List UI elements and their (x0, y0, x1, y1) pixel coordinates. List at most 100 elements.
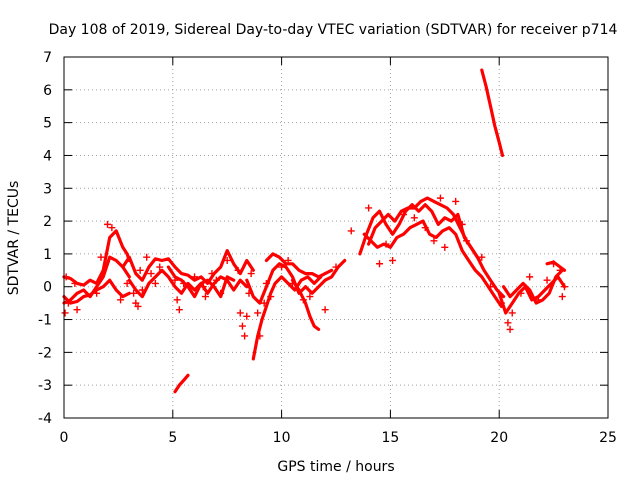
x-tick-label: 15 (381, 430, 399, 446)
x-tick-label: 20 (490, 430, 508, 446)
data-point (117, 296, 125, 304)
data-point (436, 194, 444, 202)
data-tracks (62, 68, 567, 394)
data-point (508, 309, 516, 317)
data-point (217, 289, 225, 297)
data-point (543, 276, 551, 284)
y-tick-label: -2 (38, 345, 52, 361)
y-tick-labels: -4 -3 -2 -1 0 1 2 3 4 5 6 7 (38, 50, 52, 427)
x-tick-label: 5 (168, 430, 177, 446)
data-point (134, 302, 142, 310)
data-point (236, 309, 244, 317)
y-tick-label: 1 (43, 247, 52, 263)
data-point (430, 237, 438, 245)
data-point (191, 273, 199, 281)
data-point (556, 266, 564, 274)
data-point (382, 240, 390, 248)
data-point (243, 312, 251, 320)
y-tick-label: -3 (38, 378, 52, 394)
y-tick-label: 2 (43, 214, 52, 230)
data-point (156, 263, 164, 271)
data-point (173, 296, 181, 304)
y-tick-label: -1 (38, 313, 52, 329)
data-point (208, 270, 216, 278)
data-point (441, 243, 449, 251)
data-point (256, 332, 264, 340)
data-track (121, 249, 255, 285)
data-point (247, 270, 255, 278)
data-point (64, 299, 72, 307)
y-tick-label: 3 (43, 181, 52, 197)
data-point (245, 289, 253, 297)
data-point (288, 279, 296, 287)
data-point (526, 273, 534, 281)
data-point (550, 260, 558, 268)
data-point (123, 279, 131, 287)
data-point (104, 220, 112, 228)
data-track (545, 260, 567, 272)
data-point (143, 253, 151, 261)
data-point (506, 325, 514, 333)
data-track (502, 268, 564, 305)
data-point (497, 299, 505, 307)
x-axis-label: GPS time / hours (277, 459, 394, 475)
data-track (251, 275, 323, 361)
y-tick-label: -4 (38, 411, 52, 427)
data-point (93, 289, 101, 297)
data-point (97, 253, 105, 261)
data-point (238, 322, 246, 330)
data-track (166, 265, 236, 299)
data-point (452, 197, 460, 205)
data-point (560, 283, 568, 291)
data-point (321, 306, 329, 314)
data-point (171, 276, 179, 284)
data-point (517, 289, 525, 297)
data-point (241, 332, 249, 340)
x-tick-label: 10 (273, 430, 291, 446)
data-track (173, 373, 190, 394)
data-point (180, 279, 188, 287)
data-point (376, 260, 384, 268)
data-point (365, 204, 373, 212)
grid-lines (64, 57, 608, 418)
data-point (284, 256, 292, 264)
axis-ticks (63, 56, 609, 419)
y-tick-label: 4 (43, 148, 52, 164)
data-point (332, 263, 340, 271)
x-tick-label: 0 (60, 430, 69, 446)
data-point (262, 279, 270, 287)
data-point (504, 319, 512, 327)
data-track (480, 68, 505, 158)
data-point (136, 266, 144, 274)
data-point (558, 293, 566, 301)
data-point (108, 224, 116, 232)
data-track (367, 196, 482, 263)
data-track (290, 278, 321, 331)
x-tick-label: 25 (599, 430, 617, 446)
data-track (358, 203, 506, 299)
data-point (260, 299, 268, 307)
data-point (234, 266, 242, 274)
data-point (73, 306, 81, 314)
chart-title: Day 108 of 2019, Sidereal Day-to-day VTE… (49, 22, 618, 38)
y-tick-label: 6 (43, 83, 52, 99)
data-point (534, 296, 542, 304)
data-point (212, 276, 220, 284)
data-point (458, 220, 466, 228)
data-point (175, 306, 183, 314)
data-point (299, 296, 307, 304)
data-point (267, 293, 275, 301)
data-point (61, 309, 69, 317)
data-point (486, 283, 494, 291)
data-track (264, 252, 334, 279)
y-axis-label: SDTVAR / TECUs (6, 181, 22, 296)
data-point (138, 286, 146, 294)
y-tick-label: 7 (43, 50, 52, 66)
data-point (278, 263, 286, 271)
data-point (147, 270, 155, 278)
data-track (62, 255, 131, 305)
data-point (463, 237, 471, 245)
y-tick-label: 0 (43, 280, 52, 296)
data-point (478, 253, 486, 261)
